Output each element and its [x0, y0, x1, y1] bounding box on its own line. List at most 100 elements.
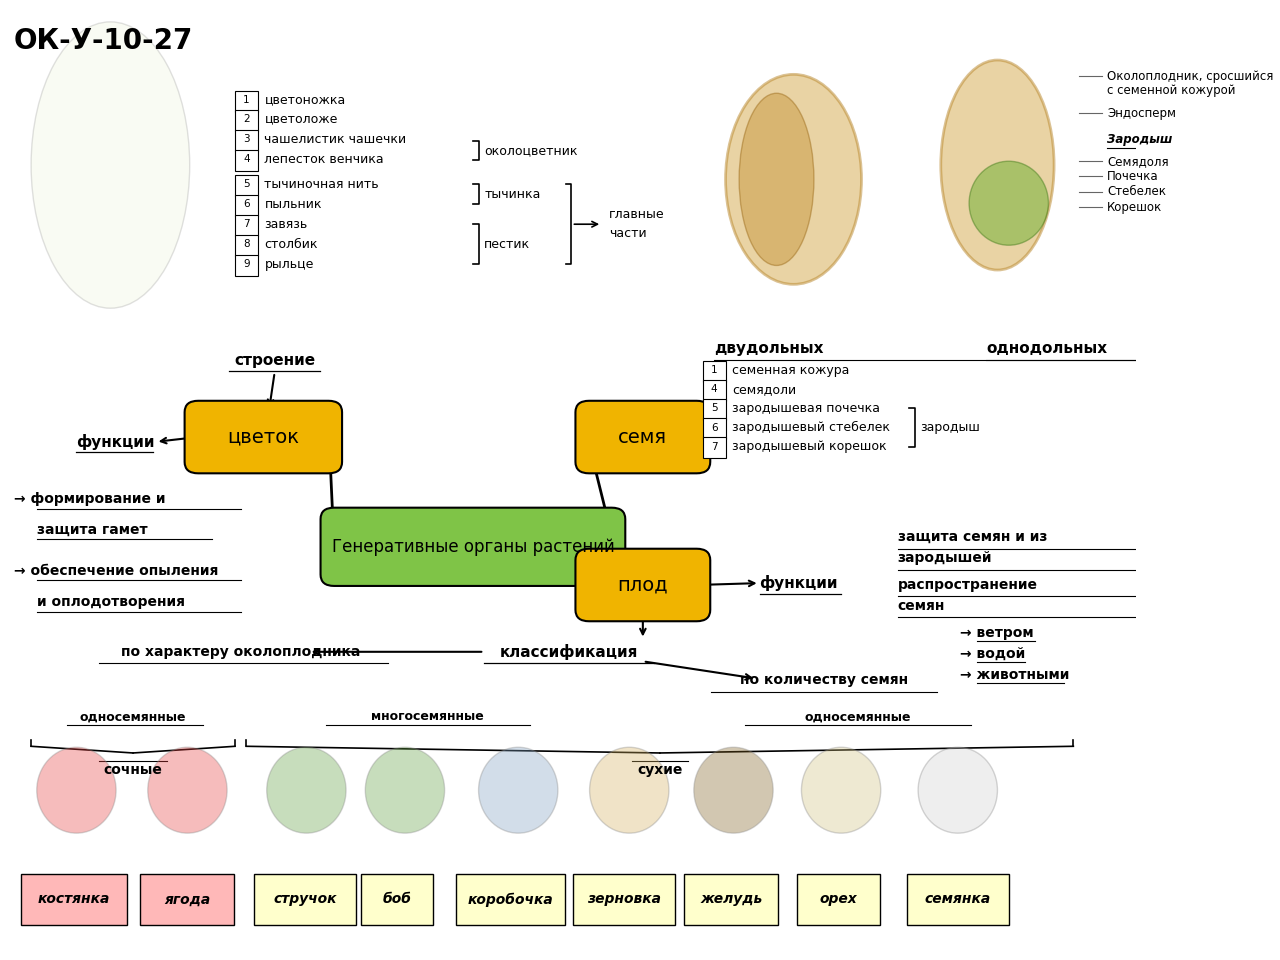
Ellipse shape: [147, 747, 227, 833]
Text: → формирование и: → формирование и: [14, 492, 165, 506]
Text: и оплодотворения: и оплодотворения: [37, 595, 184, 610]
Text: зерновка: зерновка: [586, 893, 660, 906]
Text: Почечка: Почечка: [1107, 170, 1158, 183]
Ellipse shape: [365, 747, 444, 833]
Text: зародышевый стебелек: зародышевый стебелек: [732, 421, 891, 434]
Text: классификация: классификация: [500, 644, 639, 660]
Text: Эндосперм: Эндосперм: [1107, 107, 1176, 120]
Text: с семенной кожурой: с семенной кожурой: [1107, 84, 1235, 97]
Text: околоцветник: околоцветник: [484, 144, 577, 157]
Text: цветок: цветок: [228, 427, 300, 446]
FancyBboxPatch shape: [703, 398, 726, 420]
Text: функции: функции: [759, 575, 838, 591]
Text: 9: 9: [243, 259, 250, 270]
Text: 6: 6: [710, 422, 718, 433]
FancyBboxPatch shape: [236, 175, 257, 196]
Ellipse shape: [739, 93, 814, 266]
FancyBboxPatch shape: [906, 875, 1009, 924]
Text: → водой: → водой: [960, 647, 1025, 660]
FancyBboxPatch shape: [576, 400, 710, 473]
Text: Генеративные органы растений: Генеративные органы растений: [332, 538, 614, 556]
Text: ОК-У-10-27: ОК-У-10-27: [14, 27, 193, 55]
Ellipse shape: [694, 747, 773, 833]
FancyBboxPatch shape: [703, 437, 726, 458]
Ellipse shape: [801, 747, 881, 833]
Ellipse shape: [266, 747, 346, 833]
Text: плод: плод: [617, 575, 668, 594]
Text: стручок: стручок: [274, 893, 337, 906]
Text: орех: орех: [820, 893, 858, 906]
FancyBboxPatch shape: [236, 109, 257, 131]
FancyBboxPatch shape: [236, 234, 257, 255]
Text: главные: главные: [609, 208, 664, 221]
Text: 1: 1: [243, 95, 250, 106]
FancyBboxPatch shape: [576, 549, 710, 621]
FancyBboxPatch shape: [361, 875, 433, 924]
Text: цветоножка: цветоножка: [265, 94, 346, 107]
Text: 1: 1: [710, 365, 718, 375]
Text: 4: 4: [710, 384, 718, 395]
Ellipse shape: [590, 747, 669, 833]
Ellipse shape: [479, 747, 558, 833]
Text: зародышевый корешок: зародышевый корешок: [732, 440, 887, 453]
Text: семя: семя: [618, 427, 667, 446]
Text: зародыш: зародыш: [920, 421, 980, 434]
FancyBboxPatch shape: [22, 875, 127, 924]
Text: односемянные: односемянные: [79, 710, 187, 724]
Text: тычиночная нить: тычиночная нить: [265, 178, 379, 191]
Text: сочные: сочные: [104, 762, 163, 777]
Text: боб: боб: [383, 893, 411, 906]
Text: → животными: → животными: [960, 668, 1069, 682]
Text: Семядоля: Семядоля: [1107, 155, 1169, 168]
Text: семенная кожура: семенная кожура: [732, 364, 850, 376]
Text: желудь: желудь: [700, 893, 763, 906]
Text: столбик: столбик: [265, 238, 317, 251]
Text: 4: 4: [243, 155, 250, 164]
Text: 2: 2: [243, 114, 250, 124]
Text: части: части: [609, 228, 646, 240]
Text: односемянные: односемянные: [805, 710, 911, 724]
Text: лепесток венчика: лепесток венчика: [265, 153, 384, 166]
FancyBboxPatch shape: [703, 380, 726, 400]
Text: семян: семян: [897, 599, 945, 613]
Text: распространение: распространение: [897, 578, 1038, 592]
Text: Околоплодник, сросшийся: Околоплодник, сросшийся: [1107, 70, 1274, 83]
Text: 5: 5: [243, 180, 250, 189]
Text: 3: 3: [243, 134, 250, 144]
FancyBboxPatch shape: [236, 254, 257, 276]
FancyBboxPatch shape: [184, 400, 342, 473]
FancyBboxPatch shape: [685, 875, 778, 924]
Text: Зародыш: Зародыш: [1107, 132, 1172, 146]
Text: пестик: пестик: [484, 238, 530, 251]
Text: коробочка: коробочка: [467, 893, 553, 906]
Text: → обеспечение опыления: → обеспечение опыления: [14, 564, 219, 578]
Text: зародышевая почечка: зародышевая почечка: [732, 402, 881, 415]
FancyBboxPatch shape: [320, 508, 626, 586]
Text: двудольных: двудольных: [714, 341, 824, 356]
Text: защита семян и из: защита семян и из: [897, 530, 1047, 544]
FancyBboxPatch shape: [236, 130, 257, 151]
Text: костянка: костянка: [38, 893, 110, 906]
FancyBboxPatch shape: [703, 361, 726, 382]
Ellipse shape: [31, 22, 189, 308]
FancyBboxPatch shape: [141, 875, 234, 924]
Ellipse shape: [918, 747, 997, 833]
FancyBboxPatch shape: [236, 90, 257, 111]
Text: однодольных: однодольных: [986, 341, 1107, 356]
Text: семянка: семянка: [924, 893, 991, 906]
Text: по количеству семян: по количеству семян: [740, 673, 909, 687]
Text: чашелистик чашечки: чашелистик чашечки: [265, 132, 407, 146]
FancyBboxPatch shape: [236, 195, 257, 216]
Text: зародышей: зародышей: [897, 551, 992, 565]
Text: ягода: ягода: [164, 893, 211, 906]
FancyBboxPatch shape: [236, 215, 257, 235]
Text: функции: функции: [77, 434, 155, 450]
Ellipse shape: [941, 60, 1055, 270]
Text: сухие: сухие: [637, 762, 682, 777]
FancyBboxPatch shape: [236, 150, 257, 171]
Text: 7: 7: [243, 219, 250, 229]
FancyBboxPatch shape: [703, 418, 726, 439]
FancyBboxPatch shape: [255, 875, 356, 924]
Text: цветоложе: цветоложе: [265, 112, 338, 126]
Text: 6: 6: [243, 199, 250, 209]
